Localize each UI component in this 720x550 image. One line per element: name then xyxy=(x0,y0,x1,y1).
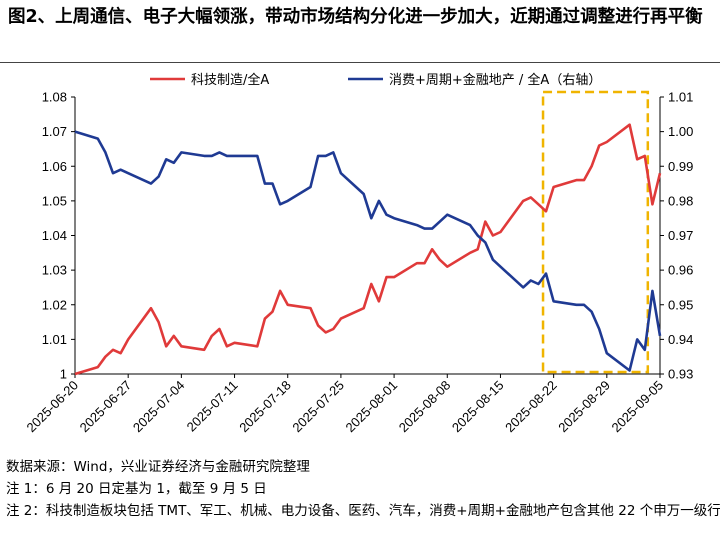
title-divider xyxy=(0,62,720,63)
right-tick-label: 0.94 xyxy=(668,332,693,347)
x-tick-label: 2025-08-08 xyxy=(396,378,454,436)
left-tick-label: 1.04 xyxy=(42,228,67,243)
x-tick-label: 2025-06-20 xyxy=(23,378,81,436)
left-tick-label: 1 xyxy=(60,367,67,382)
chart-title: 图2、上周通信、电子大幅领涨，带动市场结构分化进一步加大，近期通过调整进行再平衡 xyxy=(8,7,703,27)
right-tick-label: 1.00 xyxy=(668,124,693,139)
x-tick-label: 2025-08-22 xyxy=(502,378,560,436)
left-tick-label: 1.01 xyxy=(42,332,67,347)
highlight-box xyxy=(541,90,650,374)
x-tick-label: 2025-09-05 xyxy=(608,378,666,436)
legend-consumer-label: 消费+周期+金融地产 / 全A（右轴） xyxy=(389,72,601,88)
note-2: 注 2：科技制造板块包括 TMT、军工、机械、电力设备、医药、汽车，消费+周期+… xyxy=(6,503,720,519)
note-1: 注 1：6 月 20 日定基为 1，截至 9 月 5 日 xyxy=(6,481,267,497)
chart-notes: 数据来源：Wind，兴业证券经济与金融研究院整理 注 1：6 月 20 日定基为… xyxy=(6,456,720,522)
right-tick-label: 0.95 xyxy=(668,297,693,312)
tech-series-line xyxy=(74,123,662,376)
x-tick-label: 2025-07-25 xyxy=(289,378,347,436)
x-tick-label: 2025-08-29 xyxy=(555,378,613,436)
right-tick-label: 0.99 xyxy=(668,159,693,174)
left-tick-label: 1.07 xyxy=(42,124,67,139)
consumer-series-line xyxy=(74,130,662,372)
right-tick-label: 0.93 xyxy=(668,367,693,382)
x-tick-label: 2025-08-01 xyxy=(343,378,401,436)
left-tick-label: 1.03 xyxy=(42,263,67,278)
right-tick-label: 0.96 xyxy=(668,263,693,278)
source-note: 数据来源：Wind，兴业证券经济与金融研究院整理 xyxy=(6,459,310,475)
right-tick-label: 0.97 xyxy=(668,228,693,243)
left-tick-label: 1.02 xyxy=(42,297,67,312)
x-tick-label: 2025-08-15 xyxy=(449,378,507,436)
left-tick-label: 1.08 xyxy=(42,90,67,105)
right-tick-label: 1.01 xyxy=(668,90,693,105)
left-tick-label: 1.06 xyxy=(42,159,67,174)
x-tick-label: 2025-07-04 xyxy=(130,378,188,436)
x-tick-label: 2025-07-18 xyxy=(236,378,294,436)
x-tick-label: 2025-06-27 xyxy=(77,378,135,436)
line-chart: 1 1.01 1.02 1.03 1.04 1.05 1.06 1.07 1.08 0.93 0.9… xyxy=(23,72,693,436)
x-tick-label: 2025-07-11 xyxy=(184,378,241,435)
right-tick-label: 0.98 xyxy=(668,193,693,208)
legend-tech-label: 科技制造/全A xyxy=(191,72,269,88)
left-tick-label: 1.05 xyxy=(42,193,67,208)
